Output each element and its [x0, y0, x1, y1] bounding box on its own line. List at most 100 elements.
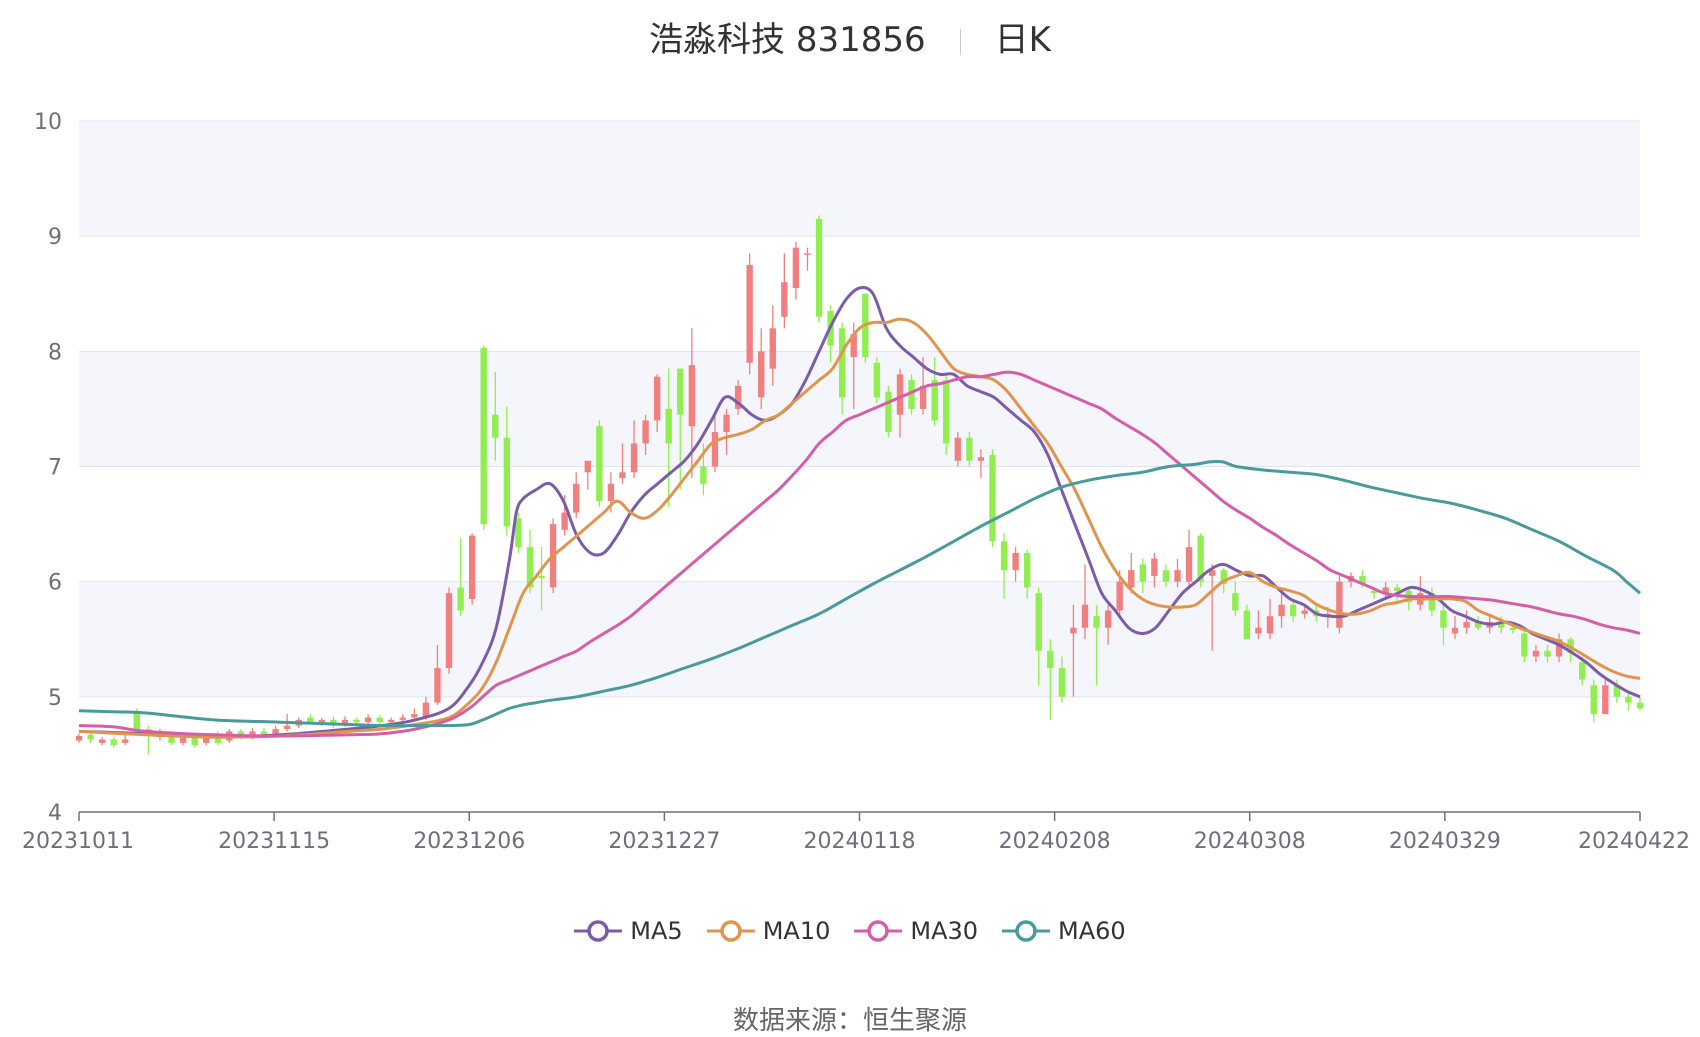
candle-body [1128, 570, 1135, 588]
candle [1012, 547, 1019, 582]
x-axis: 20231011 20231115 20231206 20231227 20240118… [22, 811, 1690, 854]
candle-body [758, 351, 765, 398]
candle-body [665, 408, 672, 444]
moving-average-lines [78, 286, 1641, 739]
candle-body [1521, 633, 1528, 657]
legend-item-ma30[interactable]: MA30 [854, 917, 978, 945]
candle-body [584, 460, 591, 473]
legend-marker-icon [1002, 920, 1051, 942]
candle [943, 374, 950, 455]
candle-body [283, 725, 291, 730]
candle [723, 408, 730, 455]
candle-body [792, 247, 800, 288]
candle-body [1012, 552, 1019, 571]
candle-body [249, 731, 256, 738]
candle-body [376, 717, 383, 723]
candle [468, 533, 476, 605]
y-tick-label: 6 [48, 571, 62, 596]
legend-item-ma5[interactable]: MA5 [574, 917, 683, 945]
candle-body [1579, 662, 1586, 680]
legend-label: MA5 [630, 917, 683, 945]
candle [411, 708, 418, 720]
legend: MA5 MA10 MA30 MA60 [0, 917, 1700, 950]
candle [1174, 558, 1181, 588]
candle-body [388, 719, 395, 723]
candle-body [1359, 575, 1366, 584]
candle-body [607, 483, 615, 502]
grid-band [79, 121, 1640, 237]
candle-body [804, 253, 811, 255]
candle [1382, 581, 1389, 599]
candle [1555, 633, 1563, 663]
candle-body [989, 454, 996, 542]
grid-bands [79, 121, 1640, 697]
candle-body [341, 719, 349, 725]
candle-body [75, 735, 83, 741]
legend-item-ma10[interactable]: MA10 [706, 917, 830, 945]
candle [1289, 598, 1297, 622]
candle [1579, 656, 1586, 686]
x-tick-label: 20240329 [1389, 829, 1501, 854]
candle [584, 460, 591, 490]
candle [492, 372, 499, 461]
candle [1139, 558, 1146, 594]
legend-marker-icon [706, 920, 755, 942]
candle [1023, 549, 1031, 599]
candle [1104, 604, 1112, 646]
candle-body [434, 668, 441, 703]
candle [1590, 679, 1597, 723]
candle [1232, 581, 1239, 617]
source-label: 数据来源： [732, 1006, 863, 1036]
candle [1185, 529, 1193, 588]
x-tick-label: 20231227 [608, 829, 720, 854]
x-tick-label: 20240208 [999, 829, 1111, 854]
candle-body [110, 739, 117, 746]
candle-body [873, 362, 881, 398]
chart-title-row: 浩淼科技 831856 日K [0, 12, 1700, 61]
candle-body [445, 593, 453, 669]
candle-body [1104, 610, 1112, 628]
candle-body [1208, 570, 1216, 576]
candle [838, 322, 846, 415]
candle [1521, 627, 1528, 663]
candle [596, 420, 603, 507]
candle-body [919, 385, 927, 409]
candle [1255, 610, 1262, 640]
candle-body [1555, 639, 1563, 657]
x-tick-label: 20240308 [1194, 829, 1306, 854]
candle [665, 368, 672, 507]
candle-body [642, 420, 649, 444]
candle [1151, 552, 1158, 588]
candle-body [700, 466, 707, 484]
candle [653, 374, 661, 432]
candle-body [1070, 627, 1077, 634]
candle [110, 737, 117, 748]
chart-subtitle: 日K [994, 20, 1051, 60]
candle-body [538, 575, 545, 579]
y-tick-label: 8 [48, 340, 62, 365]
candle-body [1336, 581, 1343, 628]
legend-marker-icon [574, 920, 623, 942]
candle-body [1058, 668, 1066, 697]
candle-body [515, 518, 522, 548]
candle-body [746, 264, 753, 363]
candle-body [191, 737, 198, 746]
candle [1243, 604, 1251, 640]
legend-item-ma60[interactable]: MA60 [1002, 917, 1126, 945]
candle-body [561, 512, 568, 530]
candle-body [954, 437, 961, 461]
candle [1093, 604, 1100, 686]
candle-body [503, 437, 511, 527]
chart-title: 浩淼科技 831856 [649, 20, 926, 60]
candle-body [908, 380, 915, 409]
candle-body [1625, 696, 1632, 703]
candle [573, 472, 580, 519]
candle-body [168, 734, 175, 743]
series-line-ma5 [78, 286, 1641, 739]
candle-body [1602, 685, 1609, 715]
x-tick-label: 20231115 [218, 829, 330, 854]
candle-body [1023, 552, 1031, 588]
candle [1636, 696, 1644, 711]
candle-body [688, 365, 696, 427]
